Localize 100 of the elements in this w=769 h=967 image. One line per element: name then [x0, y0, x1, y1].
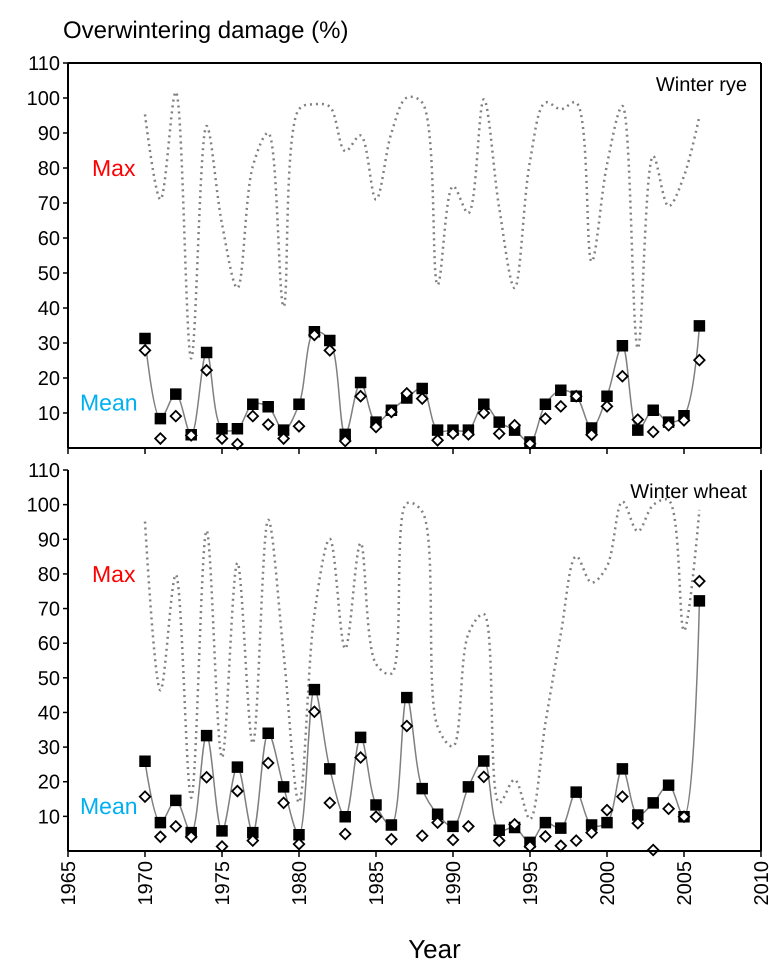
point [632, 424, 644, 436]
point [231, 438, 244, 450]
point [170, 410, 182, 422]
point [478, 398, 490, 410]
y-tick-label: 40 [38, 298, 60, 320]
point [493, 428, 506, 440]
x-tick-label: 2010 [751, 861, 769, 906]
point [570, 786, 582, 798]
y-tick-label: 70 [38, 598, 60, 621]
point [632, 414, 644, 426]
point [554, 840, 567, 852]
point [278, 781, 290, 793]
point [324, 763, 336, 775]
point [416, 830, 428, 842]
point [170, 820, 182, 833]
point [493, 824, 505, 836]
point [262, 400, 274, 412]
point [354, 376, 366, 388]
point [293, 398, 305, 410]
point [446, 834, 460, 846]
point [138, 790, 152, 803]
point [339, 828, 352, 840]
x-tick-label: 1990 [443, 861, 465, 906]
point [431, 434, 444, 446]
y-tick-label: 60 [38, 633, 60, 656]
point [154, 830, 167, 843]
point [432, 424, 444, 436]
annotation: Mean [80, 390, 138, 416]
point [555, 384, 567, 396]
point [308, 706, 321, 718]
point [462, 820, 475, 833]
point [416, 382, 428, 394]
x-tick-label: 1980 [289, 861, 311, 906]
y-tick-label: 70 [38, 193, 60, 215]
point [354, 732, 366, 744]
point [154, 412, 166, 424]
annotation: Max [92, 560, 136, 587]
annotation: Max [92, 155, 136, 182]
y-tick-label: 40 [38, 702, 60, 724]
point [246, 410, 259, 422]
y-tick-label: 110 [28, 460, 60, 482]
point [292, 420, 306, 432]
y-tick-label: 100 [26, 494, 60, 517]
point [154, 432, 167, 445]
y-tick-label: 10 [38, 806, 60, 828]
point [647, 426, 660, 438]
point [632, 809, 644, 821]
y-tick-label: 90 [38, 529, 60, 552]
x-tick-label: 1985 [366, 861, 388, 906]
point [277, 796, 290, 809]
point [539, 830, 552, 843]
point [401, 692, 413, 704]
point [616, 370, 629, 382]
point [354, 390, 367, 402]
point [601, 816, 613, 828]
point [416, 782, 428, 794]
point [386, 819, 398, 831]
text: Winter rye [656, 74, 747, 96]
point [570, 834, 582, 847]
point [416, 392, 428, 405]
point [339, 810, 351, 822]
point [478, 755, 490, 767]
y-tick-label: 10 [38, 403, 60, 425]
y-tick-label: 80 [38, 564, 60, 586]
y-tick-label: 50 [38, 263, 60, 285]
point [554, 400, 567, 412]
point [200, 771, 213, 784]
point [216, 423, 228, 434]
x-tick-label: 2005 [674, 861, 696, 906]
point [616, 790, 629, 803]
annotation: Mean [80, 793, 138, 820]
y-tick-label: 30 [38, 333, 60, 355]
point [601, 390, 613, 402]
x-tick-label: 1995 [520, 861, 542, 906]
point [216, 840, 228, 853]
point [293, 828, 305, 840]
point [200, 364, 213, 376]
point [370, 799, 382, 811]
point [400, 720, 413, 732]
y-tick-label: 110 [28, 53, 60, 75]
point [139, 332, 151, 344]
point [600, 804, 614, 816]
point [555, 822, 567, 834]
point [370, 810, 382, 823]
point [616, 340, 628, 352]
point [200, 730, 212, 742]
point [647, 797, 659, 809]
x-axis-title: Year [408, 934, 462, 964]
point [694, 595, 706, 607]
point [540, 816, 552, 828]
point [324, 796, 336, 809]
y-tick-label: 100 [26, 88, 60, 110]
point [493, 416, 505, 428]
point [462, 781, 474, 793]
point [354, 751, 367, 764]
y-tick-label: 90 [38, 123, 60, 145]
point [539, 412, 552, 425]
point [262, 418, 274, 431]
y-tick-label: 20 [38, 772, 60, 794]
point [693, 354, 706, 366]
